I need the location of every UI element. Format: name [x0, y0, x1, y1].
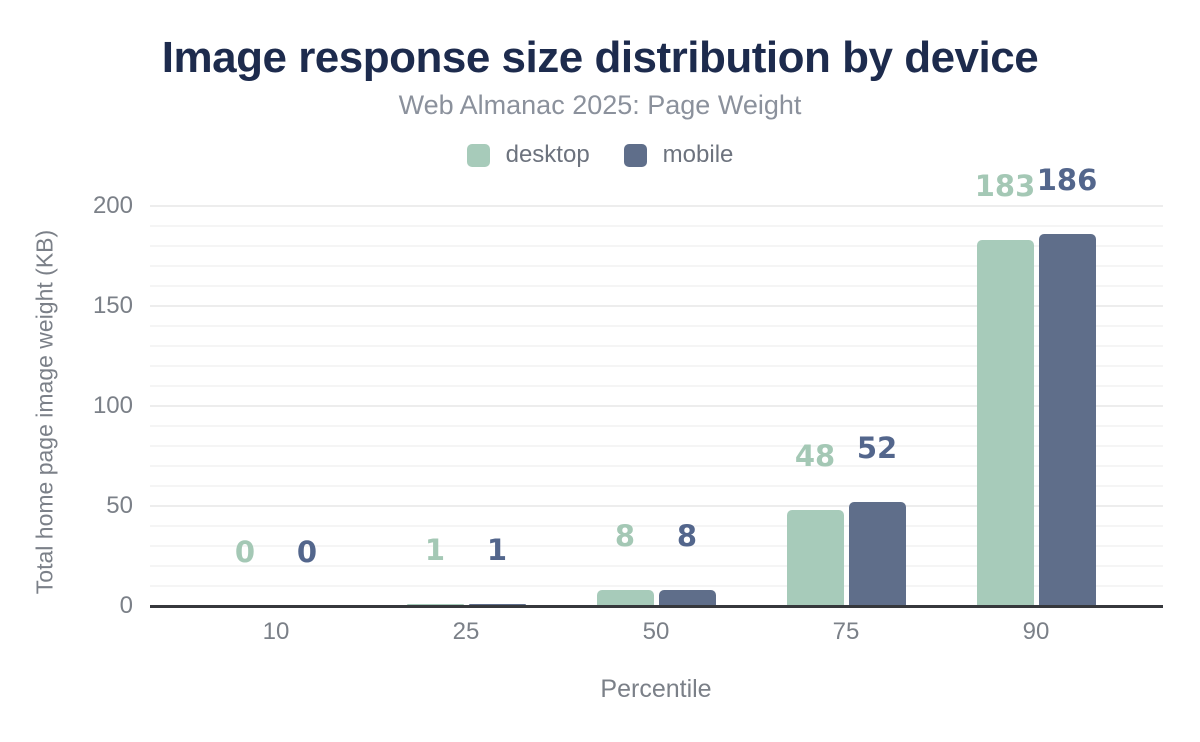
x-tick-label-75: 75: [832, 618, 860, 645]
bar-mobile-p75[interactable]: [849, 502, 906, 606]
gridline-90kb: [150, 425, 1163, 427]
y-tick-label-200: 200: [92, 192, 133, 219]
bar-label-desktop-p50: 8: [614, 519, 636, 553]
bar-label-desktop-p25: 1: [424, 533, 446, 567]
bar-label-desktop-p90: 183: [974, 169, 1036, 203]
gridline-170kb: [150, 265, 1163, 267]
legend-item-desktop[interactable]: desktop: [466, 141, 590, 169]
bar-label-mobile-p90: 186: [1036, 163, 1098, 197]
y-tick-label-0: 0: [119, 592, 133, 619]
y-tick-label-50: 50: [106, 492, 133, 519]
gridline-30kb: [150, 545, 1163, 547]
bar-mobile-p50[interactable]: [659, 590, 716, 606]
gridline-110kb: [150, 385, 1163, 387]
gridline-200kb: [150, 205, 1163, 207]
legend-label-mobile: mobile: [662, 141, 734, 168]
gridline-120kb: [150, 365, 1163, 367]
x-tick-label-10: 10: [262, 618, 290, 645]
y-tick-label-100: 100: [92, 392, 133, 419]
legend-item-mobile[interactable]: mobile: [623, 141, 734, 169]
gridline-160kb: [150, 285, 1163, 287]
x-tick-label-25: 25: [452, 618, 480, 645]
gridline-190kb: [150, 225, 1163, 227]
y-tick-label-150: 150: [92, 292, 133, 319]
bar-label-mobile-p50: 8: [676, 519, 698, 553]
gridline-180kb: [150, 245, 1163, 247]
legend: desktop mobile: [0, 141, 1200, 169]
bar-label-mobile-p25: 1: [486, 533, 508, 567]
bar-label-desktop-p10: 0: [234, 535, 256, 569]
gridline-80kb: [150, 445, 1163, 447]
gridline-130kb: [150, 345, 1163, 347]
x-axis-title: Percentile: [600, 675, 712, 703]
legend-label-desktop: desktop: [505, 141, 590, 168]
gridline-100kb: [150, 405, 1163, 407]
gridline-20kb: [150, 565, 1163, 567]
chart-subtitle: Web Almanac 2025: Page Weight: [398, 90, 802, 120]
x-axis-line: [150, 605, 1163, 608]
bar-label-desktop-p75: 48: [794, 439, 836, 473]
gridline-10kb: [150, 585, 1163, 587]
x-tick-label-50: 50: [642, 618, 670, 645]
legend-swatch-mobile-icon: [623, 143, 647, 167]
x-tick-label-90: 90: [1022, 618, 1050, 645]
gridline-40kb: [150, 525, 1163, 527]
gridline-150kb: [150, 305, 1163, 307]
bar-desktop-p90[interactable]: [977, 240, 1034, 606]
legend-swatch-desktop-icon: [466, 143, 490, 167]
bar-label-mobile-p75: 52: [856, 431, 898, 465]
gridline-70kb: [150, 465, 1163, 467]
bar-desktop-p50[interactable]: [597, 590, 654, 606]
bar-desktop-p75[interactable]: [787, 510, 844, 606]
bar-label-mobile-p10: 0: [296, 535, 318, 569]
gridline-50kb: [150, 505, 1163, 507]
bar-mobile-p90[interactable]: [1039, 234, 1096, 606]
gridline-60kb: [150, 485, 1163, 487]
chart-title: Image response size distribution by devi…: [161, 33, 1039, 82]
gridline-140kb: [150, 325, 1163, 327]
